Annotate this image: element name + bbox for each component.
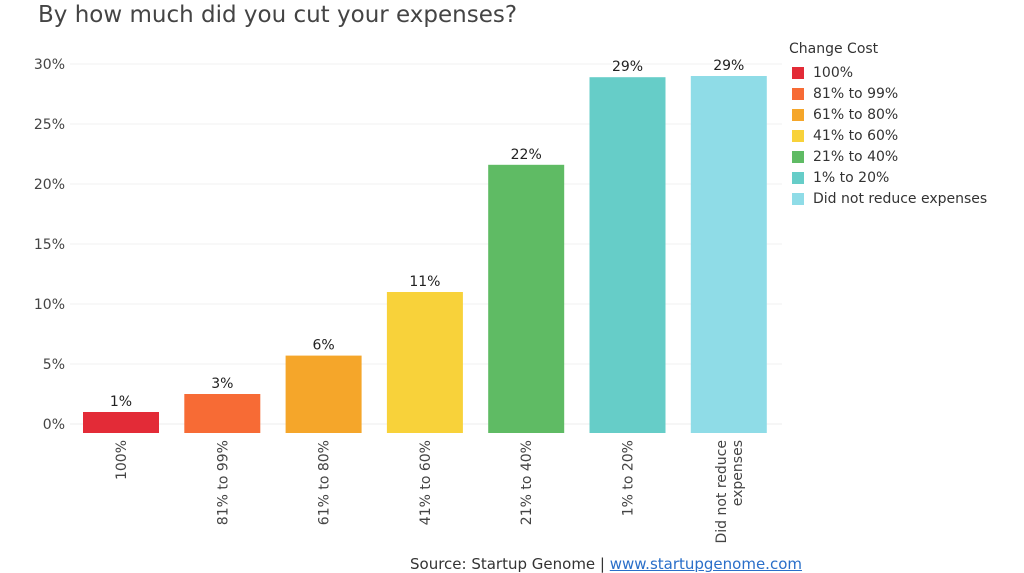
source-link[interactable]: www.startupgenome.com [609,555,802,573]
bar [83,412,159,433]
data-label: 6% [312,338,334,354]
legend-item[interactable]: 61% to 80% [789,104,987,125]
x-tick-label-line: 81% to 99% [215,440,231,525]
x-tick-label: 81% to 99% [215,440,231,525]
y-tick-label: 20% [34,177,65,193]
y-tick-label: 5% [43,357,65,373]
legend-label: 81% to 99% [813,85,899,102]
bars [83,76,767,434]
y-tick-label: 30% [34,57,65,73]
x-tick-label: 21% to 40% [519,440,535,525]
source-credit: Source: Startup Genome | www.startupgeno… [410,555,802,573]
data-labels: 1% 3% 6% 11% 22% 29% 29% [110,58,744,410]
legend-title: Change Cost [789,41,879,57]
x-tick-label: 100% [114,440,130,480]
bar [690,76,767,433]
x-tick-label: 61% to 80% [317,440,333,525]
x-tick-label-line: 21% to 40% [519,440,535,525]
data-label: 1% [110,394,132,410]
legend-swatch [792,129,804,142]
legend-swatch [792,87,804,100]
legend-swatch [792,150,804,163]
legend-item[interactable]: 41% to 60% [789,125,987,146]
legend-label: 1% to 20% [813,169,890,186]
data-label: 29% [713,58,744,74]
data-label: 3% [211,376,233,392]
legend-item[interactable]: 81% to 99% [789,83,987,104]
legend-swatch [792,192,804,205]
legend-label: 41% to 60% [813,127,899,144]
x-tick-label-line: 1% to 20% [621,440,637,516]
legend-swatch [792,66,804,79]
y-tick-label: 15% [34,237,65,253]
legend-item[interactable]: 21% to 40% [789,146,987,167]
bar [589,77,666,433]
legend-item[interactable]: 1% to 20% [789,167,987,188]
legend: Change Cost 100% 81% to 99% 61% to 80% 41% … [789,41,987,209]
data-label: 29% [612,59,643,75]
y-tick-label: 0% [43,417,65,433]
legend-item[interactable]: Did not reduce expenses [789,188,987,209]
x-tick-label: 41% to 60% [418,440,434,525]
y-tick-label: 25% [34,117,65,133]
data-label: 22% [511,147,542,163]
legend-label: 61% to 80% [813,106,899,123]
x-tick-label: 1% to 20% [621,440,637,516]
x-tick-label-line: 41% to 60% [418,440,434,525]
chart-title: By how much did you cut your expenses? [38,2,518,28]
legend-items: 100% 81% to 99% 61% to 80% 41% to 60% 21% to… [789,62,987,209]
bar [285,355,362,433]
legend-label: Did not reduce expenses [813,190,988,207]
x-tick-label-line: 61% to 80% [317,440,333,525]
legend-swatch [792,108,804,121]
x-tick-label: Did not reduceexpenses [714,440,746,544]
bar [386,292,463,433]
data-label: 11% [409,274,440,290]
bar [488,164,565,434]
x-tick-label-line: Did not reduce [714,440,730,544]
x-tick-label-line: 100% [114,440,130,480]
x-axis-ticks: 100% 81% to 99% 61% to 80% 41% to 60% 21% to… [114,440,746,544]
bar [184,394,261,433]
y-axis-ticks: 0% 5% 10% 15% 20% 25% 30% [34,57,65,433]
x-tick-label-line: expenses [730,440,746,506]
source-prefix: Source: Startup Genome | [410,555,610,573]
legend-item[interactable]: 100% [789,62,987,83]
y-tick-label: 10% [34,297,65,313]
legend-swatch [792,171,804,184]
legend-label: 21% to 40% [813,148,899,165]
legend-label: 100% [813,64,854,81]
